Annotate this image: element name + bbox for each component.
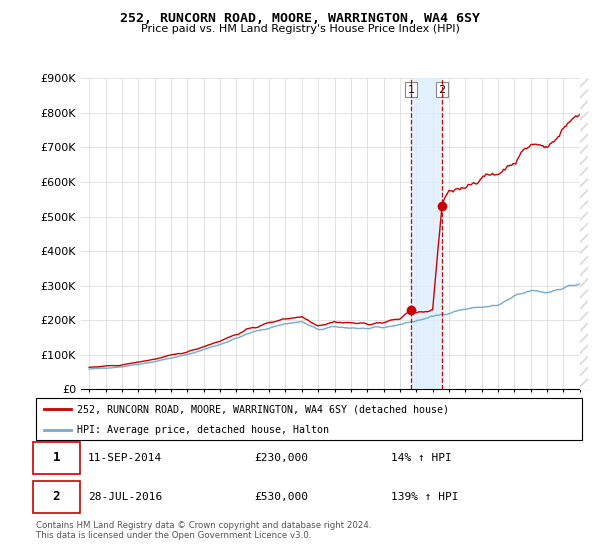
- Text: 1: 1: [52, 451, 60, 464]
- Text: 1: 1: [408, 85, 415, 95]
- Text: Contains HM Land Registry data © Crown copyright and database right 2024.
This d: Contains HM Land Registry data © Crown c…: [36, 521, 371, 540]
- Text: 2: 2: [52, 491, 60, 503]
- Bar: [580, 78, 588, 389]
- Text: 2: 2: [439, 85, 446, 95]
- Text: HPI: Average price, detached house, Halton: HPI: Average price, detached house, Halt…: [77, 426, 329, 435]
- Text: 11-SEP-2014: 11-SEP-2014: [88, 453, 162, 463]
- Text: 139% ↑ HPI: 139% ↑ HPI: [391, 492, 458, 502]
- Text: 252, RUNCORN ROAD, MOORE, WARRINGTON, WA4 6SY (detached house): 252, RUNCORN ROAD, MOORE, WARRINGTON, WA…: [77, 404, 449, 414]
- Text: 252, RUNCORN ROAD, MOORE, WARRINGTON, WA4 6SY: 252, RUNCORN ROAD, MOORE, WARRINGTON, WA…: [120, 12, 480, 25]
- Text: £530,000: £530,000: [254, 492, 308, 502]
- Text: Price paid vs. HM Land Registry's House Price Index (HPI): Price paid vs. HM Land Registry's House …: [140, 24, 460, 34]
- Text: 14% ↑ HPI: 14% ↑ HPI: [391, 453, 452, 463]
- FancyBboxPatch shape: [33, 481, 80, 513]
- Bar: [411, 78, 442, 389]
- Text: 28-JUL-2016: 28-JUL-2016: [88, 492, 162, 502]
- FancyBboxPatch shape: [33, 442, 80, 474]
- Text: £230,000: £230,000: [254, 453, 308, 463]
